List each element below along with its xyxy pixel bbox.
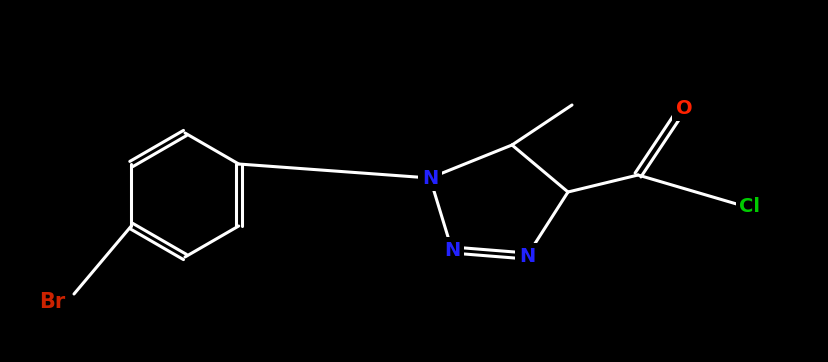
Text: Br: Br (39, 292, 65, 312)
Text: N: N (421, 168, 437, 188)
Text: N: N (443, 240, 460, 260)
Text: N: N (518, 247, 535, 265)
Text: Cl: Cl (739, 198, 759, 216)
Text: O: O (675, 98, 691, 118)
